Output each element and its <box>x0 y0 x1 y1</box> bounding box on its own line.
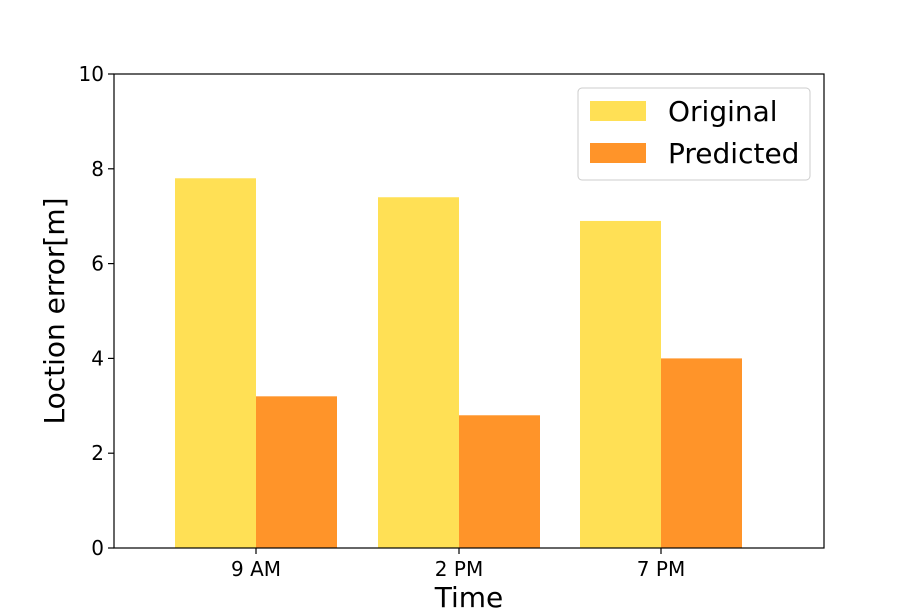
y-axis: 0 2 4 6 8 10 <box>79 62 114 560</box>
legend-label-predicted: Predicted <box>668 137 799 170</box>
legend: Original Predicted <box>577 87 811 181</box>
y-tick-label: 10 <box>79 62 104 86</box>
bar-predicted-7-pm <box>661 358 742 548</box>
y-tick-label: 4 <box>91 346 104 370</box>
y-tick-label: 0 <box>91 536 104 560</box>
plot-frame <box>113 73 825 549</box>
y-tick-label: 6 <box>91 252 104 276</box>
bar-predicted-2-pm <box>459 415 540 548</box>
bar-original-9-am <box>175 178 256 548</box>
legend-swatch-original <box>590 101 646 121</box>
legend-swatch-predicted <box>590 143 646 163</box>
x-axis: 9 AM 2 PM 7 PM <box>231 548 685 581</box>
legend-label-original: Original <box>668 95 778 128</box>
bar-original-2-pm <box>378 197 459 549</box>
bar-predicted-9-am <box>256 396 337 548</box>
x-tick-label: 9 AM <box>231 557 281 581</box>
bar-original-7-pm <box>580 220 661 548</box>
y-axis-title: Loction error[m] <box>38 197 71 424</box>
x-tick-label: 7 PM <box>637 557 685 581</box>
x-tick-label: 2 PM <box>435 557 483 581</box>
x-axis-title: Time <box>434 581 504 614</box>
bars-group <box>175 178 742 549</box>
y-tick-label: 8 <box>91 157 104 181</box>
y-tick-label: 2 <box>91 441 104 465</box>
